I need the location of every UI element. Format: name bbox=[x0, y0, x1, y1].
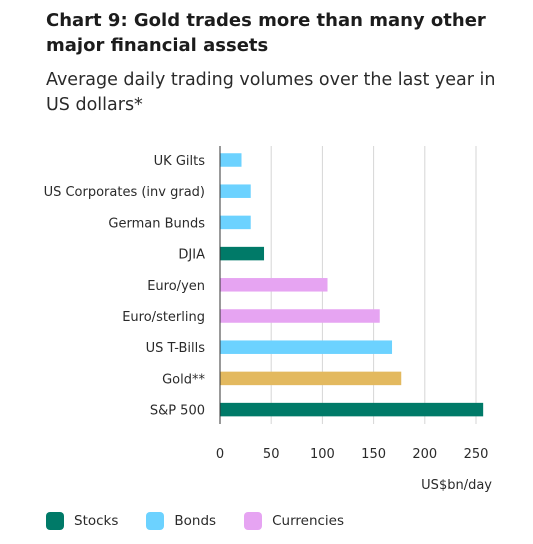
legend-swatch-stocks bbox=[46, 512, 64, 530]
legend-item-stocks: Stocks bbox=[46, 512, 118, 530]
legend: Stocks Bonds Currencies bbox=[46, 510, 372, 532]
x-tick-labels: 0 50 100 150 200 250 bbox=[216, 447, 489, 462]
bar bbox=[220, 371, 402, 386]
legend-item-bonds: Bonds bbox=[146, 512, 216, 530]
bar bbox=[220, 153, 242, 167]
bar bbox=[220, 215, 251, 230]
x-tick-label: 250 bbox=[464, 447, 489, 462]
category-label: US Corporates (inv grad) bbox=[44, 185, 205, 200]
chart-title: Chart 9: Gold trades more than many othe… bbox=[46, 10, 486, 56]
x-tick-label: 200 bbox=[412, 447, 437, 462]
bar bbox=[220, 184, 251, 198]
category-label: Gold** bbox=[162, 372, 205, 387]
category-labels: UK Gilts US Corporates (inv grad) German B… bbox=[44, 154, 206, 419]
chart-subtitle: Average daily trading volumes over the l… bbox=[46, 70, 496, 115]
category-label: Euro/yen bbox=[147, 279, 205, 294]
category-label: Euro/sterling bbox=[122, 310, 205, 325]
legend-label-currencies: Currencies bbox=[272, 513, 345, 529]
category-label: DJIA bbox=[178, 248, 205, 263]
x-axis-label: US$bn/day bbox=[421, 478, 492, 493]
bar bbox=[220, 278, 328, 292]
bar bbox=[220, 309, 380, 323]
legend-item-currencies: Currencies bbox=[244, 512, 344, 530]
x-tick-label: 100 bbox=[310, 447, 335, 462]
x-tick-label: 0 bbox=[216, 447, 224, 462]
bars bbox=[220, 153, 484, 417]
legend-label-stocks: Stocks bbox=[74, 513, 119, 529]
category-label: German Bunds bbox=[108, 216, 205, 231]
bar bbox=[220, 246, 265, 261]
bar bbox=[220, 340, 393, 354]
legend-label-bonds: Bonds bbox=[174, 513, 217, 529]
category-label: S&P 500 bbox=[150, 404, 205, 419]
category-label: UK Gilts bbox=[154, 154, 206, 169]
x-tick-label: 150 bbox=[361, 447, 386, 462]
category-label: US T-Bills bbox=[146, 341, 206, 356]
legend-swatch-currencies bbox=[244, 512, 263, 530]
legend-swatch-bonds bbox=[146, 512, 165, 530]
x-tick-label: 50 bbox=[263, 447, 280, 462]
bar bbox=[220, 402, 484, 417]
